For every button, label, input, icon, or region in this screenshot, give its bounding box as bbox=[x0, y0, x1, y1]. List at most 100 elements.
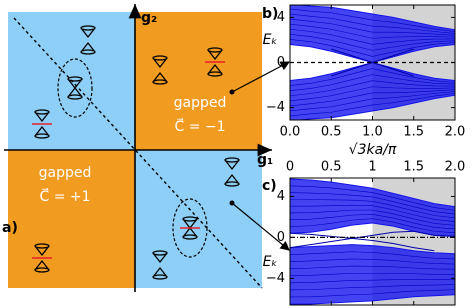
band-edge bbox=[295, 94, 455, 120]
y-tick-label: 4 bbox=[277, 189, 285, 204]
cone-rim bbox=[34, 133, 50, 139]
dirac-highlight bbox=[172, 198, 208, 258]
cone bbox=[34, 125, 50, 137]
band-line bbox=[290, 34, 455, 51]
cone bbox=[34, 245, 50, 257]
region-topological bbox=[135, 12, 262, 150]
y-tick-label: 0 bbox=[277, 230, 285, 245]
cone-rim bbox=[34, 109, 50, 115]
band-edge bbox=[295, 5, 455, 31]
x-axis-label: √3ka/π bbox=[349, 142, 397, 158]
band-edge bbox=[290, 178, 455, 208]
x-tick-label: 0 bbox=[286, 160, 294, 175]
band-line bbox=[290, 18, 455, 36]
cone bbox=[224, 173, 240, 185]
x-tick-label: 1 bbox=[368, 160, 376, 175]
cone-rim bbox=[207, 71, 223, 77]
edge-state bbox=[290, 232, 435, 252]
y-tick-label: 4 bbox=[277, 10, 285, 25]
x-tick-label: 2.0 bbox=[445, 125, 466, 140]
cone bbox=[207, 49, 223, 61]
cone-rim bbox=[80, 49, 96, 55]
dirac-highlight bbox=[57, 58, 93, 118]
band-area bbox=[290, 62, 455, 120]
cone bbox=[152, 266, 168, 278]
cone-rim bbox=[152, 55, 168, 61]
y-axis-label: Eₖ bbox=[263, 32, 278, 48]
band-line bbox=[290, 258, 455, 265]
band-line bbox=[290, 218, 455, 233]
cone bbox=[207, 63, 223, 75]
region-label: gapped bbox=[39, 165, 92, 181]
x-tick-label: 0.5 bbox=[321, 160, 342, 175]
pointer-arrow bbox=[231, 202, 290, 251]
cone bbox=[152, 71, 168, 83]
cone-icons bbox=[32, 25, 240, 280]
cone bbox=[34, 111, 50, 123]
band-line bbox=[290, 8, 455, 32]
band-line bbox=[290, 93, 455, 117]
cone-rim bbox=[182, 234, 198, 240]
critical-line bbox=[13, 17, 263, 289]
band-plot bbox=[290, 178, 455, 305]
band-line bbox=[290, 13, 455, 34]
band-edge bbox=[290, 294, 455, 305]
band-line bbox=[290, 68, 455, 86]
band-line bbox=[290, 86, 455, 102]
cone-rim bbox=[34, 267, 50, 273]
pointer-arrow bbox=[231, 61, 291, 93]
band-line bbox=[290, 272, 455, 277]
y-tick-label: 0 bbox=[277, 55, 285, 70]
cone bbox=[224, 159, 240, 171]
band-area bbox=[290, 5, 455, 63]
band-line bbox=[290, 265, 455, 270]
band-plot bbox=[290, 5, 455, 120]
cone-rim bbox=[207, 47, 223, 53]
panel-label: c) bbox=[262, 178, 277, 194]
panel-label: b) bbox=[262, 6, 278, 22]
phase-diagram: a) g₁ g₂ gapped C⃗ = −1 gapped C⃗ = +1 bbox=[2, 3, 291, 292]
band-line bbox=[290, 74, 455, 91]
cone-rim bbox=[80, 25, 96, 31]
band-line bbox=[290, 279, 455, 284]
cone-rim bbox=[67, 94, 83, 100]
x-tick-label: 0.0 bbox=[280, 125, 301, 140]
band-line bbox=[290, 284, 455, 291]
cone bbox=[80, 27, 96, 39]
band-line bbox=[290, 89, 455, 107]
cone-rim bbox=[224, 181, 240, 187]
x-tick-label: 1.5 bbox=[403, 160, 424, 175]
band-edge bbox=[290, 244, 455, 255]
cone-rim bbox=[34, 243, 50, 249]
region-label: gapped bbox=[174, 95, 227, 111]
band-line bbox=[290, 214, 455, 230]
x-tick-label: 2.0 bbox=[445, 160, 466, 175]
axis-label: g₂ bbox=[141, 10, 157, 26]
band-line bbox=[290, 91, 455, 112]
cone bbox=[67, 86, 83, 98]
cone bbox=[34, 259, 50, 271]
cone bbox=[152, 252, 168, 264]
band-line bbox=[290, 289, 455, 298]
cone bbox=[80, 41, 96, 53]
edge-state bbox=[290, 230, 455, 249]
band-line bbox=[290, 199, 455, 219]
cone-rim bbox=[152, 79, 168, 85]
chern-number: C⃗ = +1 bbox=[39, 187, 90, 205]
band-line bbox=[290, 23, 455, 39]
band-line bbox=[290, 209, 455, 226]
y-axis-label: Eₖ bbox=[263, 254, 278, 270]
x-tick-label: 1.0 bbox=[362, 125, 383, 140]
edge-state bbox=[331, 48, 414, 77]
band-line bbox=[290, 192, 455, 215]
band-area bbox=[290, 244, 455, 304]
panel-label: a) bbox=[2, 220, 18, 236]
cone-rim bbox=[67, 76, 83, 82]
axis-label: g₁ bbox=[257, 152, 273, 168]
band-line bbox=[290, 28, 455, 45]
band-line bbox=[290, 251, 455, 260]
band-line bbox=[290, 204, 455, 222]
x-tick-label: 1.5 bbox=[403, 125, 424, 140]
y-tick-label: −4 bbox=[266, 271, 285, 286]
